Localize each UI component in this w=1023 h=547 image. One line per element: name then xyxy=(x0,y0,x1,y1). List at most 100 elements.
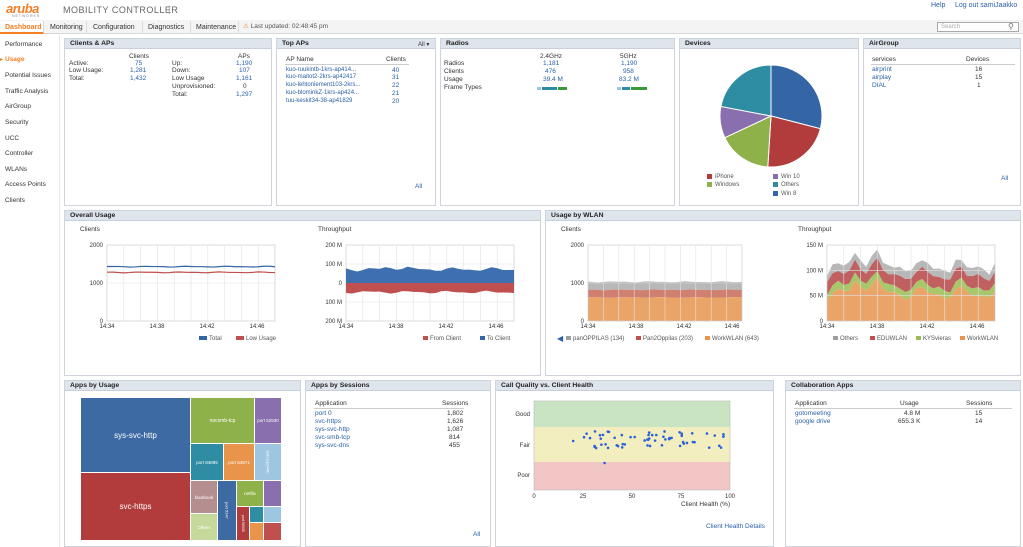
collab-app-link[interactable]: google drive xyxy=(795,418,831,425)
treemap-tile[interactable]: nocsmb-tcp xyxy=(191,398,254,443)
sidebar-item-potential-issues[interactable]: Potential Issues xyxy=(5,72,51,79)
legend-swatch xyxy=(566,336,571,341)
scatter-point xyxy=(585,432,588,435)
sidebar-item-usage[interactable]: Usage xyxy=(5,56,25,63)
good-band xyxy=(534,401,730,427)
treemap-tile[interactable] xyxy=(264,523,281,540)
y-tick-label: 2000 xyxy=(90,243,104,249)
treemap-tile[interactable] xyxy=(250,523,263,540)
search-icon[interactable]: ⚲ xyxy=(1008,22,1014,31)
row-label: Usage xyxy=(444,76,463,83)
scatter-point xyxy=(629,435,632,439)
app-link[interactable]: sys-svc-http xyxy=(315,426,350,433)
aps-low-usage-value[interactable]: 1,161 xyxy=(236,75,253,82)
service-link[interactable]: airplay xyxy=(872,74,892,81)
ap-name-link[interactable]: kuo-lehtoniement103-2krs... xyxy=(286,82,361,88)
radio-value[interactable]: 1,181 xyxy=(543,60,560,67)
total-line xyxy=(106,265,276,268)
treemap-tile[interactable]: svc-https xyxy=(81,473,190,540)
refresh-icon[interactable]: ⚠ xyxy=(243,23,249,30)
sidebar-item-controller[interactable]: Controller xyxy=(5,150,34,157)
aps-total-value[interactable]: 1,297 xyxy=(236,91,253,98)
y-tick-label: 2000 xyxy=(571,243,585,249)
treemap-tile[interactable]: port 5247 xyxy=(218,481,236,540)
sidebar xyxy=(0,35,60,547)
scatter-frame xyxy=(533,400,731,491)
treemap-tile[interactable] xyxy=(250,507,263,522)
sidebar-item-access-points[interactable]: Access Points xyxy=(5,181,46,188)
app-link[interactable]: svc-smb-tcp xyxy=(315,434,351,441)
radio-value: 39.4 M xyxy=(543,76,563,83)
panel-title: AirGroup xyxy=(864,39,1020,49)
tab-monitoring[interactable]: Monitoring xyxy=(45,21,87,34)
help-link[interactable]: Help xyxy=(931,2,946,9)
airgroup-all-link[interactable]: All xyxy=(1001,175,1009,182)
ap-name-link[interactable]: kuo-blominkZ-1krs-ap424... xyxy=(286,90,360,96)
col-ap-name: AP Name xyxy=(286,56,314,63)
tab-diagnostics[interactable]: Diagnostics xyxy=(143,21,191,34)
aps-down-value[interactable]: 107 xyxy=(239,67,250,74)
treemap-tile[interactable]: port 64971 xyxy=(224,444,254,480)
chart-title: Throughput xyxy=(798,226,832,233)
x-tick-label: 0 xyxy=(532,494,536,500)
service-link[interactable]: DIAL xyxy=(872,82,887,89)
ap-name-link[interactable]: tuu-keskit34-38-ap41829 xyxy=(286,98,353,104)
collab-app-link[interactable]: gotomeeting xyxy=(795,410,831,417)
top-aps-all-link[interactable]: All xyxy=(415,183,423,190)
treemap-tile[interactable] xyxy=(264,481,281,506)
radio-value[interactable]: 958 xyxy=(623,68,634,75)
total-clients-value[interactable]: 1,432 xyxy=(130,75,147,82)
apps-sessions-all-link[interactable]: All xyxy=(473,531,481,538)
aps-up-value[interactable]: 1,190 xyxy=(236,60,253,67)
y-tick-label: 0 xyxy=(820,319,824,325)
logout-link[interactable]: Log out samiJaakko xyxy=(955,2,1018,9)
tab-configuration[interactable]: Configuration xyxy=(88,21,143,34)
ap-name-link[interactable]: kuo-maitot2-2krs-ap42417 xyxy=(286,74,357,80)
scatter-point xyxy=(713,434,717,437)
ap-clients-value: 21 xyxy=(392,90,400,97)
ap-name-link[interactable]: kuo-ruukintb-1krs-ap414... xyxy=(286,67,357,73)
treemap-tile[interactable]: facebook xyxy=(191,481,217,513)
tab-maintenance[interactable]: Maintenance xyxy=(191,21,239,34)
app-link[interactable]: sys-svc-dns xyxy=(315,442,350,449)
aruba-logo[interactable]: aruba xyxy=(6,1,39,16)
scatter-point xyxy=(620,446,624,449)
top-aps-filter[interactable]: All ▾ xyxy=(418,41,429,48)
sidebar-item-traffic-analysis[interactable]: Traffic Analysis xyxy=(5,88,49,95)
sidebar-item-clients[interactable]: Clients xyxy=(5,197,25,204)
service-link[interactable]: airprint xyxy=(872,66,892,73)
sidebar-item-airgroup[interactable]: AirGroup xyxy=(5,103,32,110)
sidebar-item-security[interactable]: Security xyxy=(5,119,29,126)
treemap-tile[interactable]: sys-svc-http xyxy=(81,398,190,472)
legend-label: KYSvieras xyxy=(923,336,952,342)
treemap-tile[interactable]: port 56330 xyxy=(237,507,249,540)
low-usage-clients-value[interactable]: 1,281 xyxy=(130,67,147,74)
treemap-tile[interactable]: Others xyxy=(191,514,217,540)
legend-swatch xyxy=(236,336,244,341)
app-link[interactable]: port 0 xyxy=(315,410,332,417)
active-clients-value[interactable]: 75 xyxy=(135,60,143,67)
app-link[interactable]: svc-https xyxy=(315,418,342,425)
treemap-tile[interactable]: smb-tcp(445) xyxy=(255,444,281,480)
scatter-point xyxy=(668,437,671,441)
app-sessions: 455 xyxy=(449,442,460,449)
treemap-tile[interactable]: port 52530 xyxy=(255,398,281,443)
scatter-point xyxy=(643,439,646,442)
search-input[interactable]: Search xyxy=(937,22,1019,32)
client-health-details-link[interactable]: Client Health Details xyxy=(706,523,765,530)
sidebar-item-performance[interactable]: Performance xyxy=(5,41,43,48)
tab-dashboard[interactable]: Dashboard xyxy=(0,21,44,34)
sidebar-item-ucc[interactable]: UCC xyxy=(5,135,20,142)
treemap-tile[interactable] xyxy=(264,507,281,522)
sidebar-item-wlans[interactable]: WLANs xyxy=(5,166,28,173)
radio-value[interactable]: 476 xyxy=(545,68,556,75)
frame-types-bar xyxy=(537,87,567,90)
treemap-tile[interactable]: port 84895 xyxy=(191,444,223,480)
scatter-point xyxy=(582,435,586,439)
legend-label: Others xyxy=(781,182,800,189)
prev-arrow-icon[interactable]: ◀ xyxy=(557,334,564,343)
radio-value[interactable]: 1,190 xyxy=(621,60,638,67)
treemap-tile[interactable]: netflix xyxy=(237,481,263,506)
row-label: Radios xyxy=(444,60,465,67)
legend-label: panOPPILAS (134) xyxy=(573,336,625,342)
